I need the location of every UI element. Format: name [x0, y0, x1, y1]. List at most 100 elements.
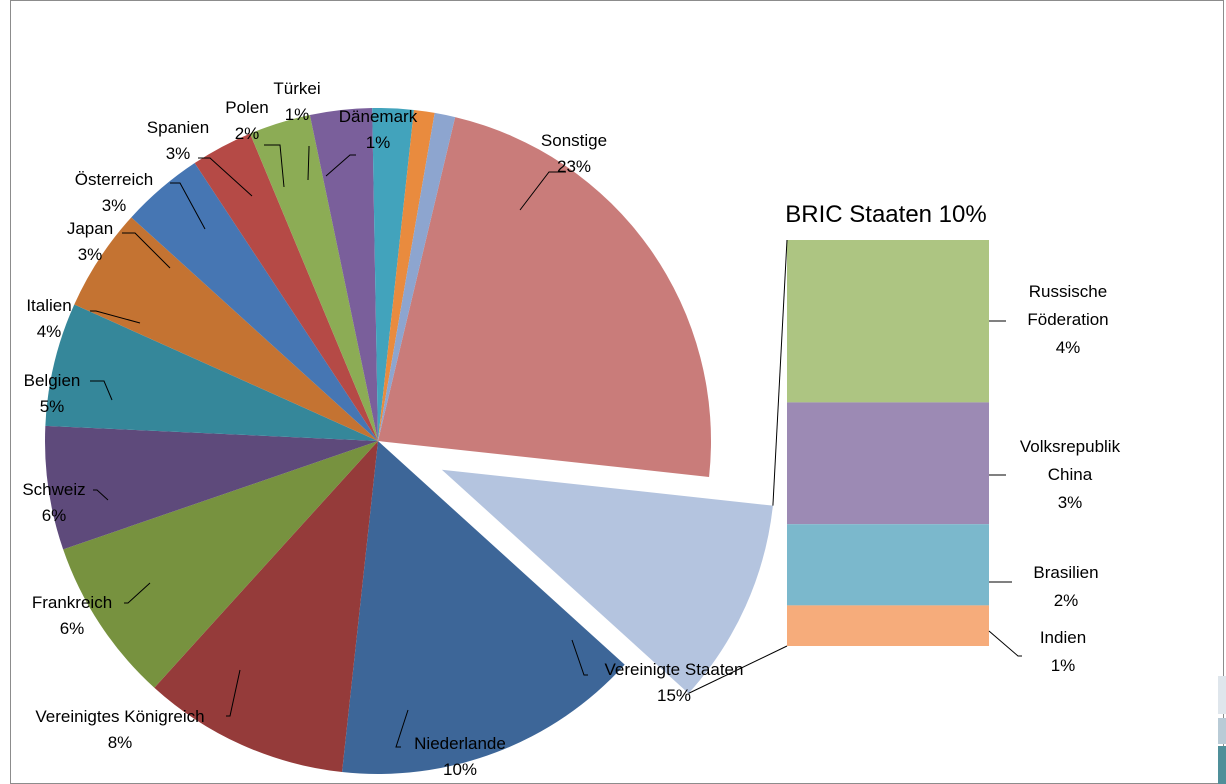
data-label-japan-line: 3% — [78, 245, 103, 264]
leader-line-frankreich — [124, 582, 151, 604]
bar-segment-brasilien — [787, 524, 989, 606]
data-label-frankreich-line: Frankreich — [32, 593, 112, 612]
data-label-brasilien: Brasilien 2% — [1033, 563, 1098, 610]
data-label-oesterreich: Österreich 3% — [75, 170, 153, 215]
data-label-daenemark: Dänemark 1% — [339, 107, 418, 152]
data-label-vereinigtes-koenigreich-line: 8% — [108, 733, 133, 752]
bar-segment-russische-foederation — [787, 240, 989, 403]
connector-line-bottom — [688, 645, 788, 694]
data-label-schweiz: Schweiz 6% — [22, 480, 85, 525]
data-label-russische-foederation-line: Föderation — [1027, 310, 1108, 329]
data-label-sonstige: Sonstige 23% — [541, 131, 607, 176]
leader-line-spanien — [198, 157, 253, 197]
data-label-frankreich-line: 6% — [60, 619, 85, 638]
leader-line-oesterreich — [170, 182, 206, 230]
leader-line-indien — [988, 630, 1022, 657]
data-label-frankreich: Frankreich 6% — [32, 593, 112, 638]
data-label-oesterreich-line: 3% — [102, 196, 127, 215]
edge-artifact — [1218, 676, 1226, 714]
data-label-spanien: Spanien 3% — [147, 118, 209, 163]
data-label-sonstige-line: 23% — [557, 157, 591, 176]
data-label-polen-line: Polen — [225, 98, 268, 117]
data-label-niederlande-line: 10% — [443, 760, 477, 779]
pie-slice-schweiz — [45, 304, 378, 441]
data-label-indien-line: Indien — [1040, 628, 1086, 647]
data-label-brasilien-line: 2% — [1054, 591, 1079, 610]
data-label-schweiz-line: 6% — [42, 506, 67, 525]
data-label-russische-foederation-line: Russische — [1029, 282, 1107, 301]
data-label-tuerkei: Türkei 1% — [273, 79, 320, 124]
pie-slice-tuerkei — [378, 109, 435, 442]
data-label-russische-foederation: Russische Föderation 4% — [1027, 282, 1108, 357]
data-label-russische-foederation-line: 4% — [1056, 338, 1081, 357]
data-label-polen: Polen 2% — [225, 98, 268, 143]
data-label-japan-line: Japan — [67, 219, 113, 238]
data-label-daenemark-line: 1% — [366, 133, 391, 152]
bar-segment-indien — [787, 605, 989, 646]
data-label-italien-line: 4% — [37, 322, 62, 341]
bar-title: BRIC Staaten 10% — [785, 201, 986, 228]
leader-line-italien — [90, 310, 141, 324]
data-label-italien-line: Italien — [26, 296, 71, 315]
data-label-spanien-line: 3% — [166, 144, 191, 163]
data-label-volksrepublik-china-line: 3% — [1058, 493, 1083, 512]
leader-line-sonstige — [519, 171, 566, 211]
leader-line-japan — [122, 232, 171, 269]
data-label-indien-line: 1% — [1051, 656, 1076, 675]
leader-line-vereinigte-staaten — [571, 639, 588, 676]
data-labels: Sonstige 23% Vereinigte Staaten 15% Niederla… — [22, 79, 1120, 779]
pie-slice-bric-staaten — [441, 469, 773, 694]
data-label-vereinigte-staaten: Vereinigte Staaten 15% — [605, 660, 744, 705]
pie-slice-italien — [131, 162, 378, 441]
data-label-vereinigte-staaten-line: 15% — [657, 686, 691, 705]
connector-lines — [688, 239, 788, 694]
data-label-vereinigtes-koenigreich-line: Vereinigtes Königreich — [35, 707, 204, 726]
leader-line-vereinigtes-koenigreich — [226, 669, 241, 717]
pie-slice-daenemark — [378, 112, 456, 442]
bar-segment-volksrepublik-china — [787, 402, 989, 525]
data-label-niederlande: Niederlande 10% — [414, 734, 506, 779]
pie-slice-oesterreich — [250, 115, 378, 441]
data-label-tuerkei-line: Türkei — [273, 79, 320, 98]
pie-slice-belgien — [74, 217, 378, 441]
pie-slice-japan — [194, 133, 378, 442]
data-label-belgien-line: Belgien — [24, 371, 81, 390]
leader-line-daenemark — [325, 154, 356, 177]
connector-line-top — [772, 239, 788, 506]
data-label-spanien-line: Spanien — [147, 118, 209, 137]
data-label-vereinigtes-koenigreich: Vereinigtes Königreich 8% — [35, 707, 204, 752]
data-label-belgien: Belgien 5% — [24, 371, 81, 416]
leader-line-polen — [264, 144, 285, 188]
pie-slice-niederlande — [154, 441, 378, 773]
data-label-tuerkei-line: 1% — [285, 105, 310, 124]
data-label-indien: Indien 1% — [1040, 628, 1086, 675]
pie-slice-frankreich — [45, 425, 378, 550]
data-label-volksrepublik-china: Volksrepublik China 3% — [1020, 437, 1121, 512]
data-label-schweiz-line: Schweiz — [22, 480, 85, 499]
data-label-polen-line: 2% — [235, 124, 260, 143]
edge-artifact — [1218, 718, 1226, 744]
leader-line-tuerkei — [307, 146, 310, 181]
data-label-japan: Japan 3% — [67, 219, 113, 264]
pie-slice-spanien — [309, 108, 378, 441]
data-label-italien: Italien 4% — [26, 296, 71, 341]
data-label-volksrepublik-china-line: Volksrepublik — [1020, 437, 1121, 456]
pie-slice-vereinigte-staaten — [342, 441, 625, 774]
leader-line-schweiz — [93, 489, 109, 501]
data-label-oesterreich-line: Österreich — [75, 170, 153, 189]
pie-slice-sonstige — [378, 117, 711, 477]
data-label-niederlande-line: Niederlande — [414, 734, 506, 753]
data-label-sonstige-line: Sonstige — [541, 131, 607, 150]
pie — [45, 107, 773, 774]
data-label-belgien-line: 5% — [40, 397, 65, 416]
bar-stack — [787, 240, 989, 646]
pie-slice-polen — [372, 107, 414, 441]
data-label-volksrepublik-china-line: China — [1048, 465, 1093, 484]
leader-line-niederlande — [395, 709, 409, 748]
data-label-vereinigte-staaten-line: Vereinigte Staaten — [605, 660, 744, 679]
data-label-brasilien-line: Brasilien — [1033, 563, 1098, 582]
data-label-daenemark-line: Dänemark — [339, 107, 418, 126]
edge-artifact — [1218, 746, 1226, 784]
pie-slice-vereinigtes-koenigreich — [63, 441, 379, 688]
